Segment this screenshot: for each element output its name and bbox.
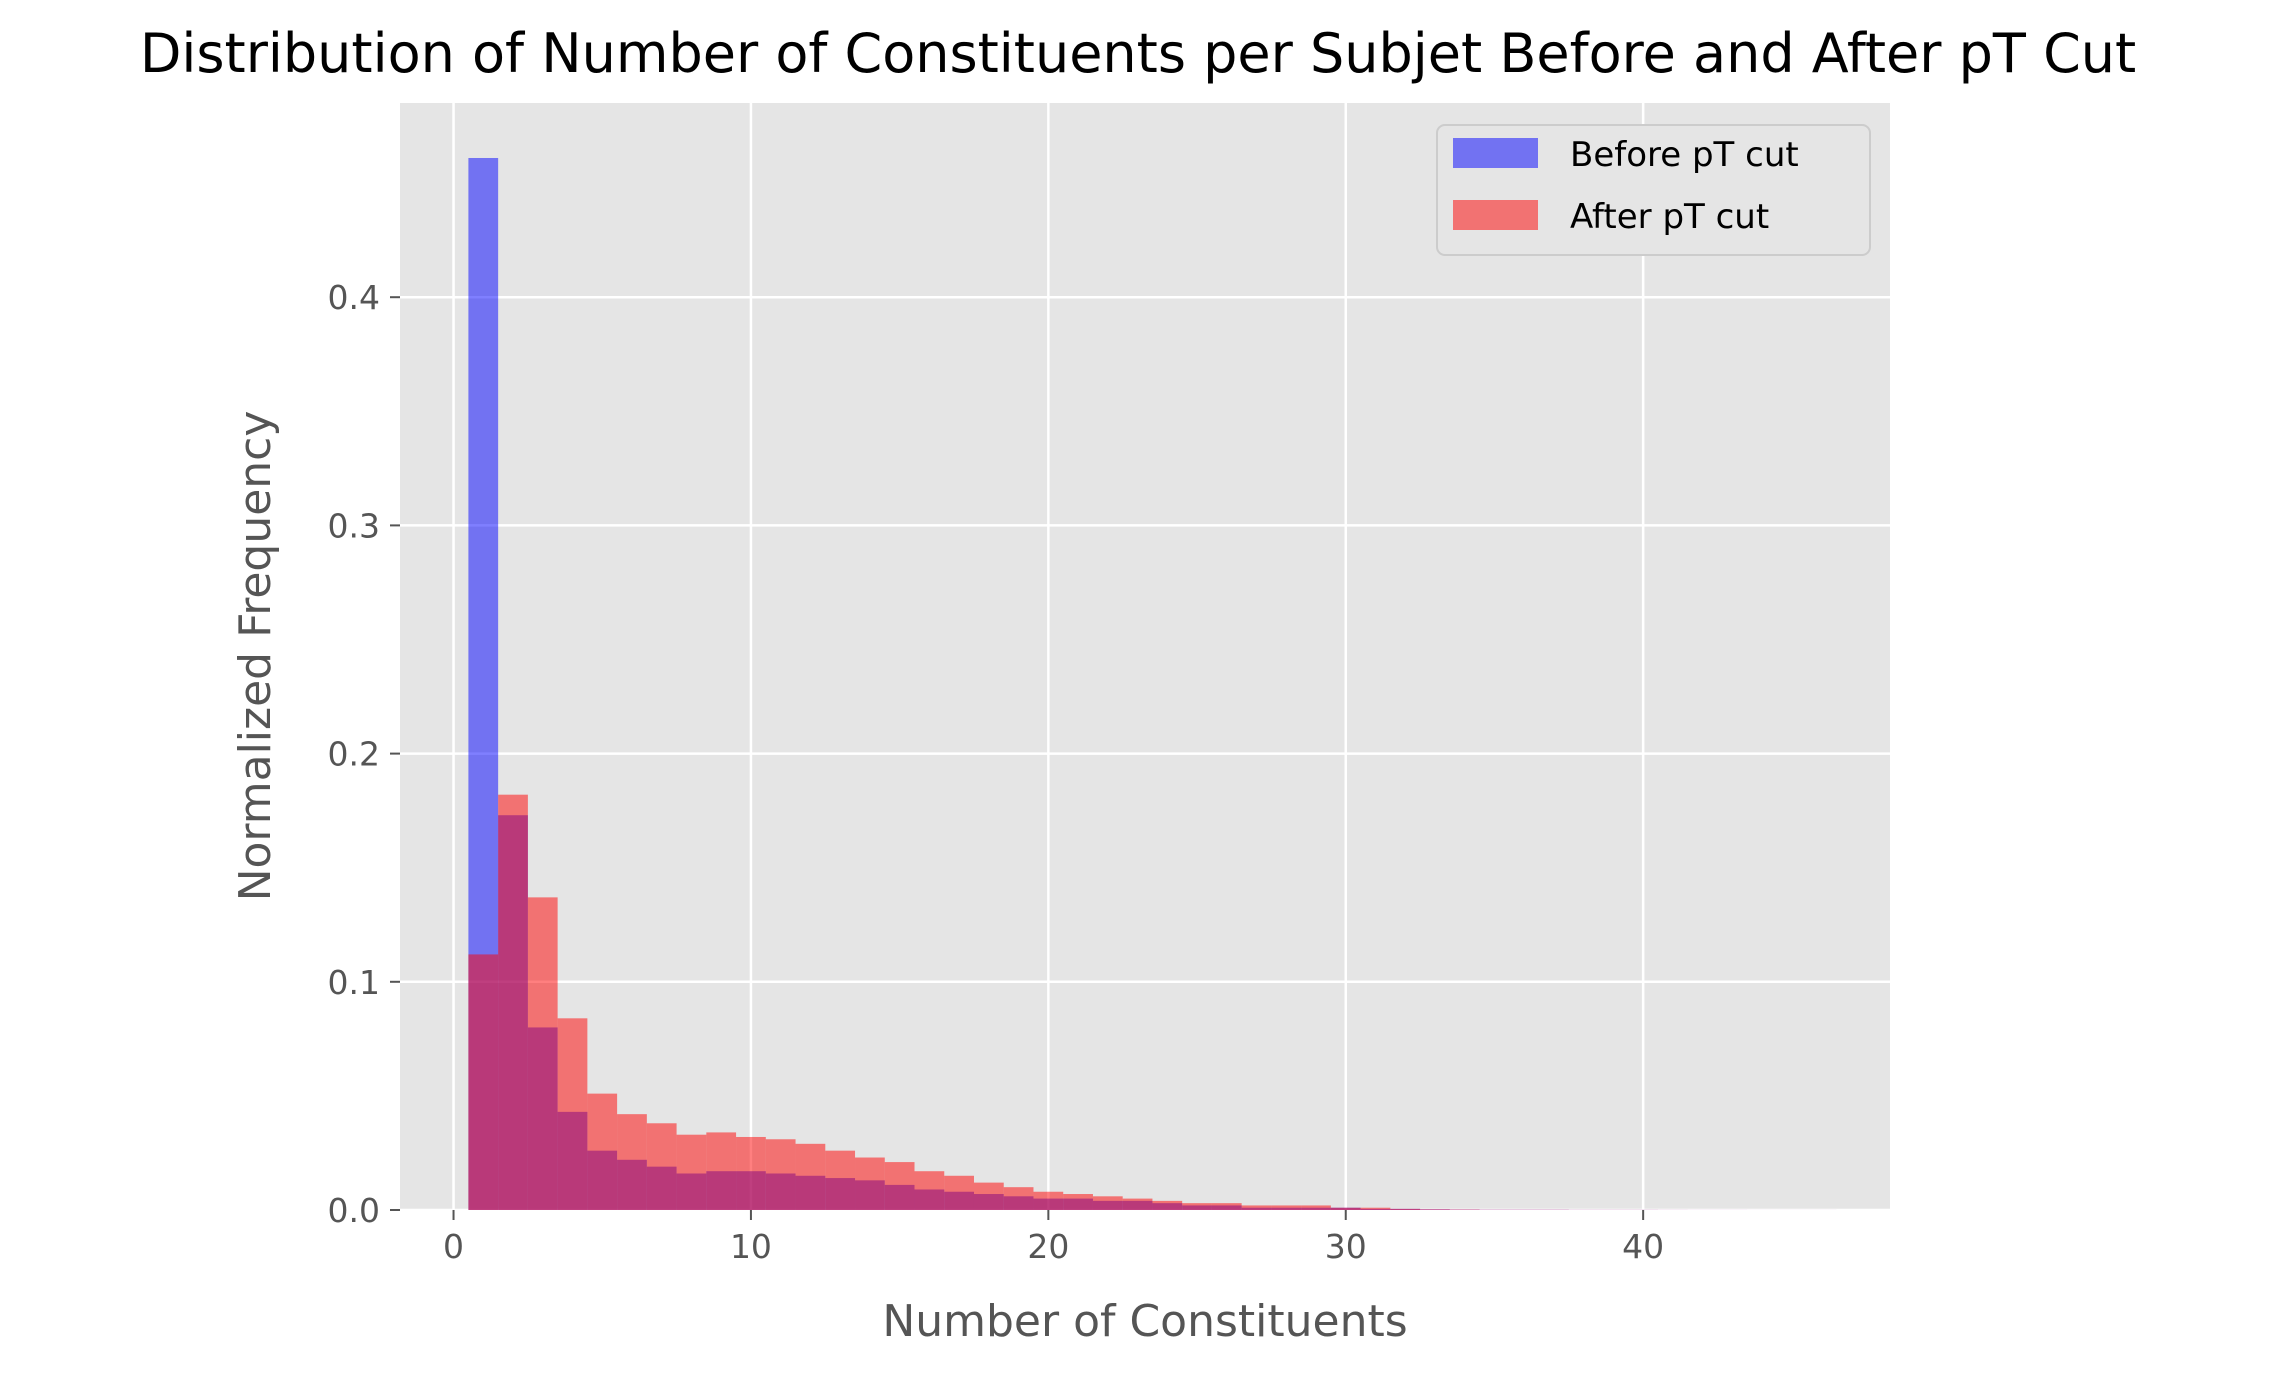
legend-swatch-before	[1453, 138, 1538, 168]
histogram-bar	[1092, 1196, 1123, 1210]
histogram-bar	[527, 897, 558, 1210]
histogram-bar	[1211, 1203, 1242, 1210]
histogram-bar	[646, 1123, 677, 1210]
legend-box	[1436, 124, 1871, 256]
chart-title: Distribution of Number of Constituents p…	[140, 22, 2136, 85]
x-tick-label: 20	[1027, 1227, 1069, 1266]
y-tick-label: 0.4	[328, 278, 380, 317]
histogram-bar	[557, 1018, 588, 1210]
histogram-bar	[944, 1175, 974, 1210]
histogram-bar	[973, 1182, 1004, 1210]
series-after-bars	[468, 794, 1837, 1210]
histogram-bar	[1003, 1187, 1034, 1210]
histogram-bar	[1271, 1205, 1302, 1210]
legend-label-after: After pT cut	[1570, 197, 1769, 237]
histogram-bar	[1063, 1194, 1093, 1210]
y-tick-label: 0.2	[328, 735, 380, 774]
x-tick-label: 40	[1622, 1227, 1664, 1266]
histogram-bar	[736, 1136, 766, 1210]
legend: Before pT cut After pT cut	[1436, 124, 1871, 256]
histogram-bar	[468, 954, 499, 1210]
histogram-bar	[855, 1157, 885, 1210]
histogram-bar	[1330, 1207, 1361, 1210]
histogram-bar	[1122, 1198, 1153, 1210]
histogram-bar	[498, 794, 528, 1210]
histogram-bar	[1301, 1205, 1331, 1210]
x-axis-ticks: 0 10 20 30 40	[443, 1210, 1664, 1266]
histogram-bar	[676, 1134, 707, 1210]
histogram-bar	[825, 1150, 856, 1210]
histogram-bar	[706, 1132, 737, 1210]
histogram-bar	[1152, 1200, 1183, 1210]
histogram-bars	[468, 157, 1837, 1210]
x-tick-label: 10	[730, 1227, 772, 1266]
y-tick-label: 0.0	[328, 1191, 380, 1230]
y-axis-label: Normalized Frequency	[230, 411, 281, 902]
histogram-bar	[587, 1093, 618, 1210]
plot-area	[400, 103, 1890, 1210]
x-tick-label: 0	[443, 1227, 464, 1266]
legend-swatch-after	[1453, 200, 1538, 230]
histogram-bar	[1241, 1205, 1272, 1210]
x-axis-label: Number of Constituents	[882, 1296, 1407, 1347]
histogram-bar	[884, 1162, 915, 1210]
y-tick-label: 0.3	[328, 506, 380, 545]
histogram-bar	[795, 1143, 826, 1210]
histogram-bar	[1182, 1203, 1212, 1210]
y-tick-label: 0.1	[328, 963, 380, 1002]
histogram-bar	[1390, 1208, 1421, 1210]
histogram-bar	[914, 1171, 945, 1210]
legend-label-before: Before pT cut	[1570, 135, 1799, 175]
x-tick-label: 30	[1325, 1227, 1367, 1266]
histogram-bar	[765, 1139, 796, 1210]
histogram-bar	[1033, 1191, 1064, 1210]
y-axis-ticks: 0.0 0.1 0.2 0.3 0.4	[328, 278, 400, 1230]
histogram-bar	[1420, 1209, 1450, 1210]
histogram-bar	[1360, 1207, 1391, 1210]
histogram-bar	[617, 1114, 647, 1210]
